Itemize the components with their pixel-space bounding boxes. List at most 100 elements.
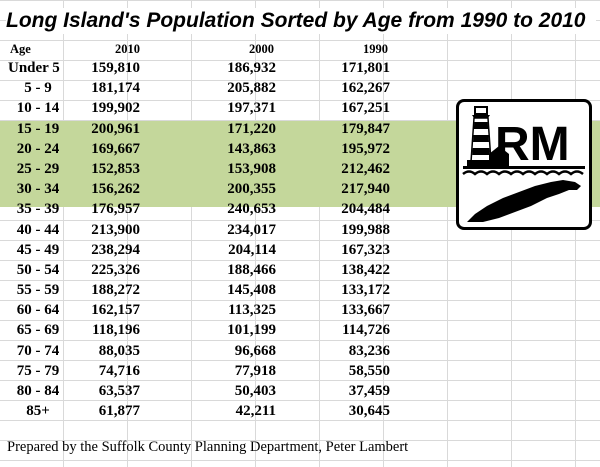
age-cell: 35 - 39 — [16, 201, 60, 218]
value-1990-cell: 83,236 — [348, 342, 390, 359]
age-cell: 25 - 29 — [16, 160, 60, 177]
age-cell: 50 - 54 — [16, 261, 60, 278]
logo-text: RM — [495, 118, 570, 171]
value-2000-cell: 234,017 — [227, 221, 276, 238]
value-1990-cell: 217,940 — [341, 181, 390, 198]
table-row: 5 - 9 181,174 205,882 162,267 — [0, 78, 430, 98]
value-2010-cell: 176,957 — [91, 201, 140, 218]
table-row: 60 - 64 162,157 113,325 133,667 — [0, 300, 430, 320]
population-table: Age 2010 2000 1990 Under 5 159,810 186,932… — [0, 40, 430, 421]
value-2010-cell: 61,877 — [98, 403, 140, 420]
value-1990-cell: 195,972 — [341, 140, 390, 157]
value-1990-cell: 58,550 — [348, 362, 390, 379]
value-2000-cell: 197,371 — [227, 100, 276, 117]
value-2010-cell: 188,272 — [91, 282, 140, 299]
value-2010-cell: 156,262 — [91, 181, 140, 198]
age-cell: 45 - 49 — [16, 241, 60, 258]
value-1990-cell: 179,847 — [341, 120, 390, 137]
footer-credit: Prepared by the Suffolk County Planning … — [7, 439, 409, 455]
value-2000-cell: 240,653 — [227, 201, 276, 218]
value-2010-cell: 152,853 — [91, 160, 140, 177]
age-cell: 30 - 34 — [16, 181, 60, 198]
header-2010: 2010 — [115, 42, 140, 56]
age-cell: 70 - 74 — [16, 342, 60, 359]
value-2000-cell: 113,325 — [228, 302, 276, 319]
value-1990-cell: 167,323 — [341, 241, 390, 258]
value-2010-cell: 200,961 — [91, 120, 140, 137]
age-cell: 10 - 14 — [16, 100, 60, 117]
value-2010-cell: 162,157 — [91, 302, 140, 319]
value-2000-cell: 186,932 — [227, 60, 276, 76]
value-1990-cell: 162,267 — [341, 80, 390, 97]
table-row: 10 - 14 199,902 197,371 167,251 — [0, 98, 430, 118]
value-1990-cell: 204,484 — [341, 201, 390, 218]
header-1990: 1990 — [363, 42, 388, 56]
value-2010-cell: 159,810 — [91, 60, 140, 76]
table-row: Under 5 159,810 186,932 171,801 — [0, 58, 430, 78]
table-row: 35 - 39 176,957 240,653 204,484 — [0, 199, 430, 219]
value-2000-cell: 145,408 — [227, 282, 276, 299]
value-2010-cell: 74,716 — [98, 362, 140, 379]
age-cell: 75 - 79 — [16, 362, 60, 379]
value-1990-cell: 167,251 — [341, 100, 390, 117]
age-cell: 5 - 9 — [24, 80, 52, 97]
value-2010-cell: 118,196 — [92, 322, 140, 339]
long-island-map-icon — [467, 180, 581, 222]
value-2010-cell: 213,900 — [91, 221, 140, 238]
age-cell: 85+ — [26, 403, 50, 420]
value-1990-cell: 212,462 — [341, 160, 390, 177]
value-2000-cell: 200,355 — [227, 181, 276, 198]
value-2010-cell: 199,902 — [91, 100, 140, 117]
value-2000-cell: 77,918 — [234, 362, 276, 379]
page-title: Long Island's Population Sorted by Age f… — [6, 8, 596, 34]
table-row: 20 - 24 169,667 143,863 195,972 — [0, 139, 430, 159]
age-cell: 65 - 69 — [16, 322, 60, 339]
value-1990-cell: 30,645 — [348, 403, 390, 420]
value-2000-cell: 171,220 — [227, 120, 276, 137]
value-2000-cell: 96,668 — [234, 342, 276, 359]
value-1990-cell: 114,726 — [342, 322, 390, 339]
lighthouse-icon — [462, 106, 585, 176]
value-1990-cell: 171,801 — [341, 60, 390, 76]
value-2010-cell: 88,035 — [98, 342, 140, 359]
value-2010-cell: 225,326 — [91, 261, 140, 278]
value-1990-cell: 199,988 — [341, 221, 390, 238]
table-row: 40 - 44 213,900 234,017 199,988 — [0, 220, 430, 240]
value-2010-cell: 238,294 — [91, 241, 140, 258]
value-2010-cell: 63,537 — [98, 383, 140, 399]
age-cell: 80 - 84 — [16, 383, 60, 399]
header-age: Age — [10, 42, 31, 56]
table-row: 85+ 61,877 42,211 30,645 — [0, 401, 430, 421]
age-cell: 60 - 64 — [16, 302, 60, 319]
value-1990-cell: 138,422 — [341, 261, 390, 278]
age-cell: 40 - 44 — [16, 221, 60, 238]
value-1990-cell: 37,459 — [348, 383, 390, 399]
lighthouse-logo: RM — [456, 99, 592, 230]
value-1990-cell: 133,667 — [341, 302, 390, 319]
value-2000-cell: 153,908 — [227, 160, 276, 177]
value-2000-cell: 143,863 — [227, 140, 276, 157]
table-row: 15 - 19 200,961 171,220 179,847 — [0, 119, 430, 139]
table-row: 65 - 69 118,196 101,199 114,726 — [0, 320, 430, 340]
header-2000: 2000 — [249, 42, 274, 56]
table-row: 70 - 74 88,035 96,668 83,236 — [0, 341, 430, 361]
table-row: 45 - 49 238,294 204,114 167,323 — [0, 240, 430, 260]
age-cell: Under 5 — [8, 60, 60, 76]
value-2000-cell: 42,211 — [235, 403, 276, 420]
age-cell: 15 - 19 — [16, 120, 60, 137]
table-row: 80 - 84 63,537 50,403 37,459 — [0, 381, 430, 401]
value-2010-cell: 181,174 — [91, 80, 140, 97]
age-cell: 55 - 59 — [16, 282, 60, 299]
table-row: 55 - 59 188,272 145,408 133,172 — [0, 280, 430, 300]
value-1990-cell: 133,172 — [341, 282, 390, 299]
value-2000-cell: 101,199 — [227, 322, 276, 339]
table-header: Age 2010 2000 1990 — [0, 40, 430, 58]
age-cell: 20 - 24 — [16, 140, 60, 157]
value-2000-cell: 188,466 — [227, 261, 276, 278]
value-2000-cell: 50,403 — [234, 383, 276, 399]
table-row: 75 - 79 74,716 77,918 58,550 — [0, 361, 430, 381]
table-row: 50 - 54 225,326 188,466 138,422 — [0, 260, 430, 280]
value-2000-cell: 204,114 — [228, 241, 276, 258]
value-2000-cell: 205,882 — [227, 80, 276, 97]
table-row: 30 - 34 156,262 200,355 217,940 — [0, 179, 430, 199]
